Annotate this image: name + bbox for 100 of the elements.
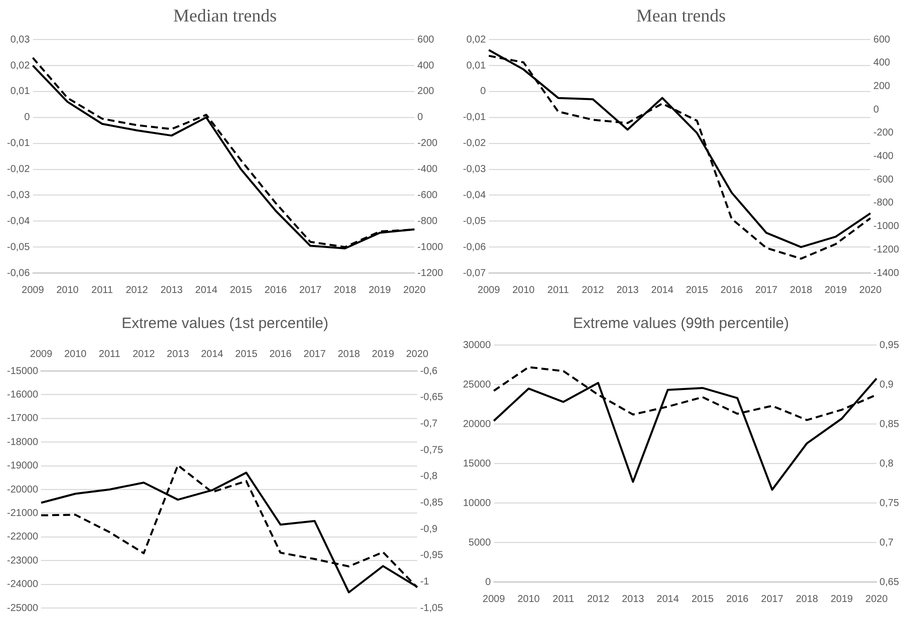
y-tick-label: -0,01 xyxy=(6,138,30,150)
y-tick-label: -20000 xyxy=(6,484,39,496)
y-tick-label: 0,02 xyxy=(466,34,486,46)
y2-tick-label: -600 xyxy=(873,174,894,186)
y-tick-label: 0,03 xyxy=(10,34,30,46)
x-tick-label: 2009 xyxy=(22,284,44,296)
x-tick-label: 2018 xyxy=(790,284,813,296)
y2-tick-label: -0,95 xyxy=(420,550,444,562)
x-tick-label: 2016 xyxy=(726,594,749,605)
y2-tick-label: -0,8 xyxy=(420,471,438,482)
y-tick-label: -0,04 xyxy=(462,190,486,201)
y2-tick-label: 600 xyxy=(873,34,891,46)
x-tick-label: 2012 xyxy=(587,594,610,605)
y2-tick-label: -400 xyxy=(417,164,438,176)
y2-tick-label: -800 xyxy=(873,198,894,209)
y2-tick-label: -0,65 xyxy=(420,392,444,404)
x-tick-label: 2020 xyxy=(865,594,888,605)
x-tick-label: 2013 xyxy=(160,284,184,296)
y-tick-label: 15000 xyxy=(462,458,492,470)
y2-tick-label: -1 xyxy=(420,576,430,588)
y-tick-label: -0,02 xyxy=(462,138,486,150)
x-tick-label: 2014 xyxy=(656,594,680,605)
x-tick-label: 2010 xyxy=(512,284,536,296)
y2-tick-label: 0 xyxy=(417,112,424,124)
x-tick-label: 2012 xyxy=(126,284,148,296)
x-tick-label: 2015 xyxy=(235,348,258,360)
x-tick-label: 2018 xyxy=(338,348,360,360)
y-tick-label: -24000 xyxy=(6,579,39,590)
y2-tick-label: -1000 xyxy=(417,242,444,253)
y-tick-label: 30000 xyxy=(462,340,492,351)
x-tick-label: 2014 xyxy=(651,284,674,296)
y2-tick-label: -0,6 xyxy=(420,366,438,377)
chart-title: Extreme values (1st percentile) xyxy=(122,315,328,332)
y-tick-label: 5000 xyxy=(468,537,492,548)
x-tick-label: 2017 xyxy=(299,284,322,296)
y2-tick-label: -0,85 xyxy=(420,497,444,508)
y-tick-label: 0 xyxy=(24,112,30,124)
y2-tick-label: -0,9 xyxy=(420,524,438,535)
y-tick-label: -0,04 xyxy=(6,216,30,227)
x-tick-label: 2019 xyxy=(830,594,854,605)
y2-tick-label: 200 xyxy=(417,86,435,98)
y-tick-label: 0,02 xyxy=(10,60,30,72)
x-tick-label: 2014 xyxy=(195,284,218,296)
x-tick-label: 2012 xyxy=(132,348,156,360)
x-tick-label: 2013 xyxy=(622,594,645,605)
y2-tick-label: -1200 xyxy=(873,244,900,256)
y-tick-label: -23000 xyxy=(6,555,39,566)
y-tick-label: -25000 xyxy=(6,602,39,614)
y2-tick-label: 400 xyxy=(873,58,891,69)
x-tick-label: 2020 xyxy=(859,284,882,296)
x-tick-label: 2011 xyxy=(91,284,114,296)
y-tick-label: -17000 xyxy=(6,413,39,424)
y-tick-label: 10000 xyxy=(462,498,492,509)
chart-title: Median trends xyxy=(173,6,277,26)
y2-tick-label: 0,95 xyxy=(880,340,900,351)
y2-tick-label: -200 xyxy=(873,128,894,139)
y2-tick-label: 0,65 xyxy=(880,576,900,588)
y2-tick-label: 0,8 xyxy=(880,458,894,470)
y-tick-label: 0 xyxy=(485,576,492,588)
x-tick-label: 2010 xyxy=(517,594,540,605)
x-tick-label: 2017 xyxy=(755,284,778,296)
x-tick-label: 2009 xyxy=(482,594,506,605)
y2-tick-label: 600 xyxy=(417,34,435,46)
y-tick-label: -15000 xyxy=(6,366,39,377)
y2-tick-label: -1200 xyxy=(417,268,444,279)
y2-tick-label: -0,7 xyxy=(420,418,438,430)
y2-tick-label: 200 xyxy=(873,81,891,92)
y2-tick-label: 0,9 xyxy=(880,379,894,390)
y-tick-label: -16000 xyxy=(6,389,39,400)
chart-title: Mean trends xyxy=(636,6,726,26)
x-tick-label: 2010 xyxy=(64,348,87,360)
y-tick-label: -0,06 xyxy=(6,268,30,279)
x-tick-label: 2017 xyxy=(304,348,326,360)
y-tick-label: -0,05 xyxy=(462,216,486,227)
y2-tick-label: -1400 xyxy=(873,268,900,279)
x-tick-label: 2015 xyxy=(691,594,714,605)
x-tick-label: 2009 xyxy=(30,348,53,360)
y-tick-label: -0,06 xyxy=(462,242,486,253)
y-tick-label: -0,02 xyxy=(6,164,30,176)
y2-tick-label: 0 xyxy=(873,104,880,116)
x-tick-label: 2020 xyxy=(403,284,426,296)
x-tick-label: 2015 xyxy=(686,284,709,296)
x-tick-label: 2011 xyxy=(98,348,121,360)
x-tick-label: 2019 xyxy=(368,284,392,296)
y2-tick-label: 0,7 xyxy=(880,537,894,548)
x-tick-label: 2011 xyxy=(547,284,570,296)
y2-tick-label: -1,05 xyxy=(420,602,444,614)
y-tick-label: 0,01 xyxy=(466,60,486,72)
x-tick-label: 2019 xyxy=(372,348,395,360)
y-tick-label: -21000 xyxy=(6,508,39,519)
y2-tick-label: -600 xyxy=(417,190,438,201)
y-tick-label: 25000 xyxy=(462,379,492,390)
x-tick-label: 2016 xyxy=(264,284,288,296)
x-tick-label: 2011 xyxy=(552,594,575,605)
x-tick-label: 2020 xyxy=(406,348,429,360)
y-tick-label: -22000 xyxy=(6,532,39,543)
x-tick-label: 2014 xyxy=(200,348,224,360)
y-tick-label: 0 xyxy=(480,86,486,98)
y2-tick-label: -1000 xyxy=(873,221,900,232)
x-tick-label: 2015 xyxy=(230,284,253,296)
